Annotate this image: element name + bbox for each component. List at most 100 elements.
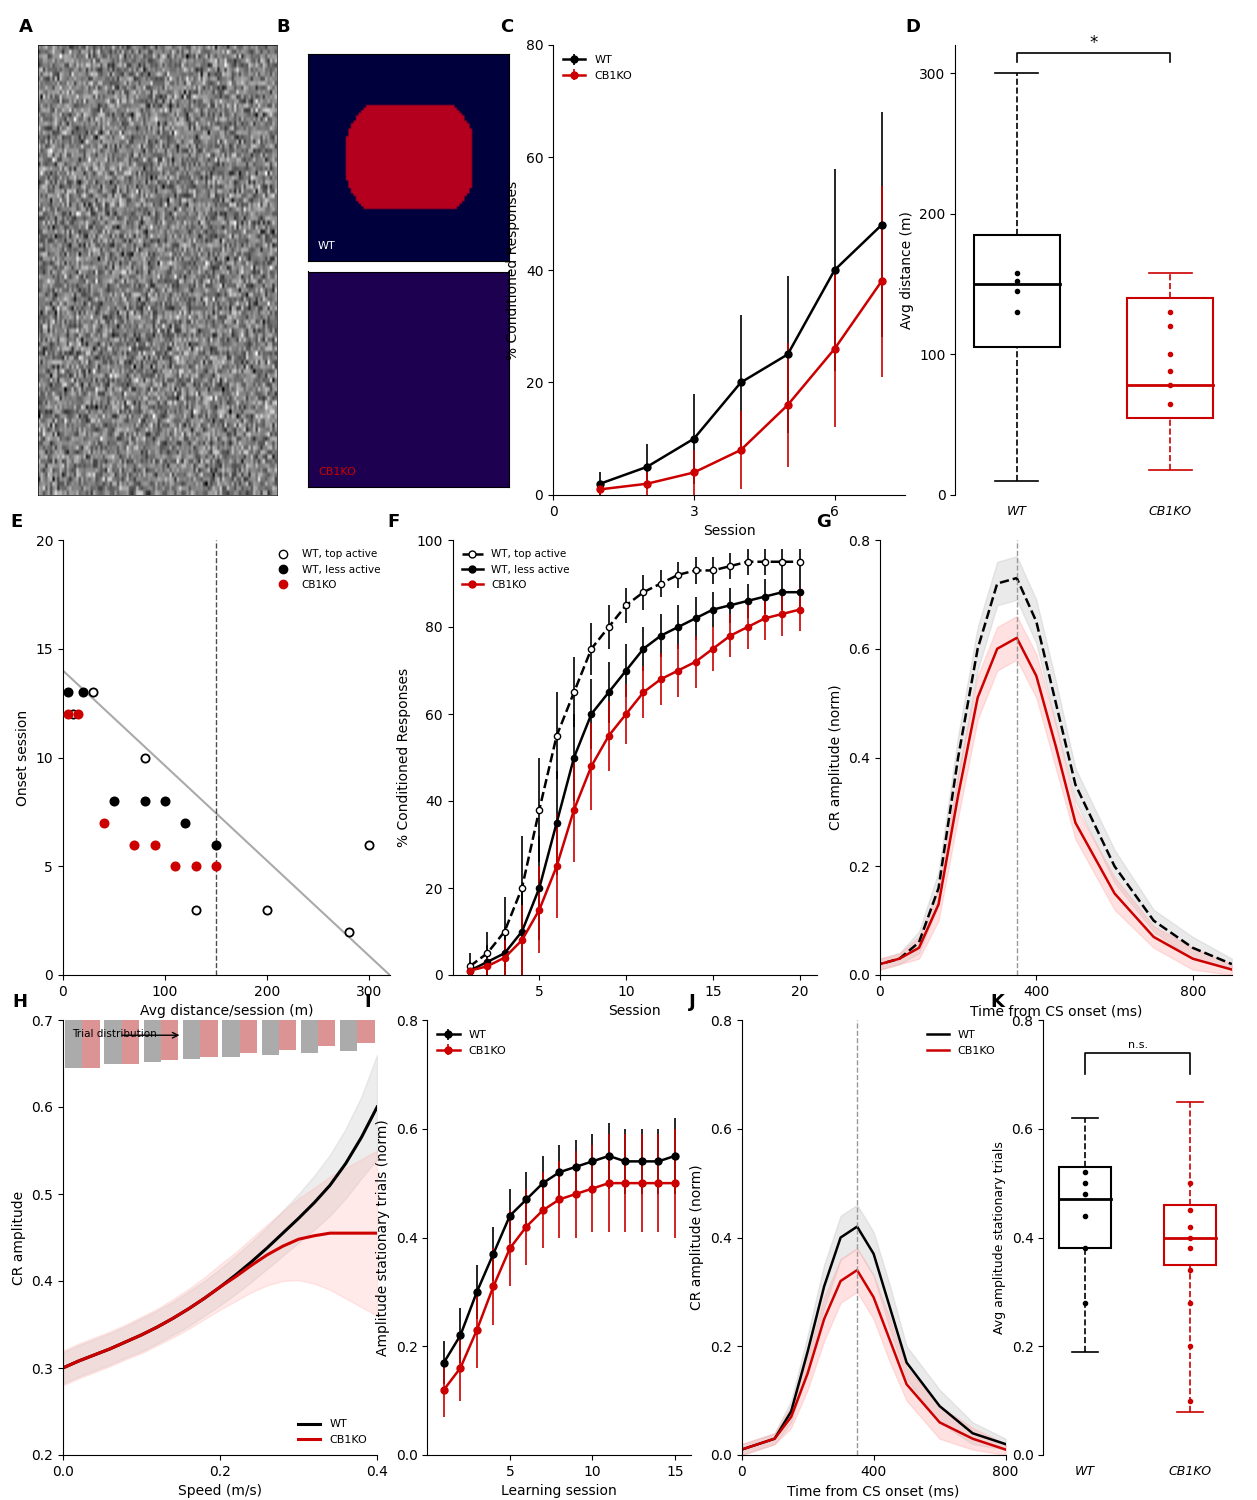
Bar xyxy=(122,1020,140,1064)
Bar xyxy=(161,1020,178,1060)
Point xyxy=(124,833,145,856)
WT xyxy=(150,1318,165,1336)
WT xyxy=(166,1310,181,1328)
Bar xyxy=(318,1020,336,1046)
WT xyxy=(338,1155,353,1173)
Bar xyxy=(1128,298,1213,417)
Bar xyxy=(279,1020,297,1050)
Point xyxy=(58,681,78,705)
Point xyxy=(175,810,196,834)
Y-axis label: % Conditioned Responses: % Conditioned Responses xyxy=(507,180,520,360)
WT xyxy=(244,1252,259,1270)
Text: K: K xyxy=(991,993,1004,1011)
WT xyxy=(181,1300,196,1318)
Line: CB1KO: CB1KO xyxy=(63,1233,377,1368)
WT xyxy=(322,1176,337,1194)
WT xyxy=(87,1346,102,1364)
Legend: WT, top active, WT, less active, CB1KO: WT, top active, WT, less active, CB1KO xyxy=(269,544,385,594)
CB1KO xyxy=(181,1300,196,1318)
CB1KO xyxy=(87,1346,102,1364)
Y-axis label: Avg distance (m): Avg distance (m) xyxy=(900,211,914,328)
WT xyxy=(70,1352,85,1370)
CB1KO xyxy=(260,1246,275,1264)
Bar xyxy=(1164,1204,1217,1264)
Legend: WT, CB1KO: WT, CB1KO xyxy=(432,1026,510,1060)
Text: B: B xyxy=(277,18,289,36)
WT xyxy=(118,1334,133,1352)
Point xyxy=(94,810,114,834)
Text: D: D xyxy=(905,18,920,36)
Text: WT: WT xyxy=(318,240,336,250)
CB1KO xyxy=(212,1278,228,1296)
Text: C: C xyxy=(500,18,514,36)
Bar xyxy=(200,1020,217,1056)
WT xyxy=(290,1209,307,1227)
CB1KO xyxy=(102,1340,118,1358)
Text: A: A xyxy=(19,18,33,36)
Text: E: E xyxy=(10,513,23,531)
Point xyxy=(145,833,165,856)
Point xyxy=(73,681,93,705)
WT xyxy=(133,1326,150,1344)
Y-axis label: Amplitude stationary trials (norm): Amplitude stationary trials (norm) xyxy=(376,1119,390,1356)
Legend: WT, CB1KO: WT, CB1KO xyxy=(923,1026,1001,1060)
Bar xyxy=(65,1020,83,1068)
Text: n.s.: n.s. xyxy=(1128,1040,1148,1050)
Bar xyxy=(104,1020,122,1064)
Point xyxy=(206,833,226,856)
Bar xyxy=(341,1020,357,1052)
Y-axis label: Avg amplitude stationary trials: Avg amplitude stationary trials xyxy=(993,1142,1006,1334)
Point xyxy=(186,855,206,879)
Y-axis label: Onset session: Onset session xyxy=(16,710,30,806)
Legend: WT, top active, WT, less active, CB1KO: WT, top active, WT, less active, CB1KO xyxy=(458,544,573,594)
Bar xyxy=(240,1020,256,1053)
Y-axis label: CR amplitude (norm): CR amplitude (norm) xyxy=(690,1164,704,1311)
Bar xyxy=(222,1020,240,1056)
Point xyxy=(339,920,360,944)
CB1KO xyxy=(275,1238,290,1256)
Bar xyxy=(300,1020,318,1053)
WT xyxy=(212,1278,228,1296)
Line: WT: WT xyxy=(63,1107,377,1368)
Point xyxy=(58,702,78,726)
Bar xyxy=(83,1020,99,1068)
Text: F: F xyxy=(387,513,400,531)
CB1KO xyxy=(118,1334,133,1352)
Point xyxy=(134,746,155,770)
X-axis label: Avg distance/session (m): Avg distance/session (m) xyxy=(140,1005,313,1019)
WT xyxy=(102,1340,118,1358)
CB1KO xyxy=(70,1352,85,1370)
X-axis label: Learning session: Learning session xyxy=(502,1485,617,1498)
CB1KO xyxy=(228,1268,243,1286)
Text: J: J xyxy=(689,993,695,1011)
CB1KO xyxy=(290,1230,307,1248)
Text: *: * xyxy=(1090,34,1097,53)
WT xyxy=(196,1290,211,1308)
CB1KO xyxy=(338,1224,353,1242)
Point xyxy=(360,833,380,856)
CB1KO xyxy=(55,1359,70,1377)
WT xyxy=(275,1224,290,1242)
Y-axis label: CR amplitude (norm): CR amplitude (norm) xyxy=(828,684,842,831)
Point xyxy=(155,789,175,813)
Point xyxy=(63,702,83,726)
Point xyxy=(134,789,155,813)
Text: H: H xyxy=(13,993,28,1011)
WT xyxy=(228,1266,243,1284)
X-axis label: Session: Session xyxy=(608,1005,661,1019)
Point xyxy=(206,855,226,879)
WT xyxy=(55,1359,70,1377)
X-axis label: Speed (m/s): Speed (m/s) xyxy=(178,1485,261,1498)
CB1KO xyxy=(244,1257,259,1275)
Legend: WT, CB1KO: WT, CB1KO xyxy=(294,1414,372,1449)
Point xyxy=(165,855,185,879)
Text: I: I xyxy=(365,993,371,1011)
X-axis label: Session: Session xyxy=(703,525,755,538)
X-axis label: Time from CS onset (ms): Time from CS onset (ms) xyxy=(969,1005,1143,1019)
WT xyxy=(354,1128,370,1146)
Point xyxy=(258,897,278,921)
Point xyxy=(83,681,103,705)
WT xyxy=(260,1239,275,1257)
Bar xyxy=(357,1020,375,1042)
Bar xyxy=(974,236,1060,348)
